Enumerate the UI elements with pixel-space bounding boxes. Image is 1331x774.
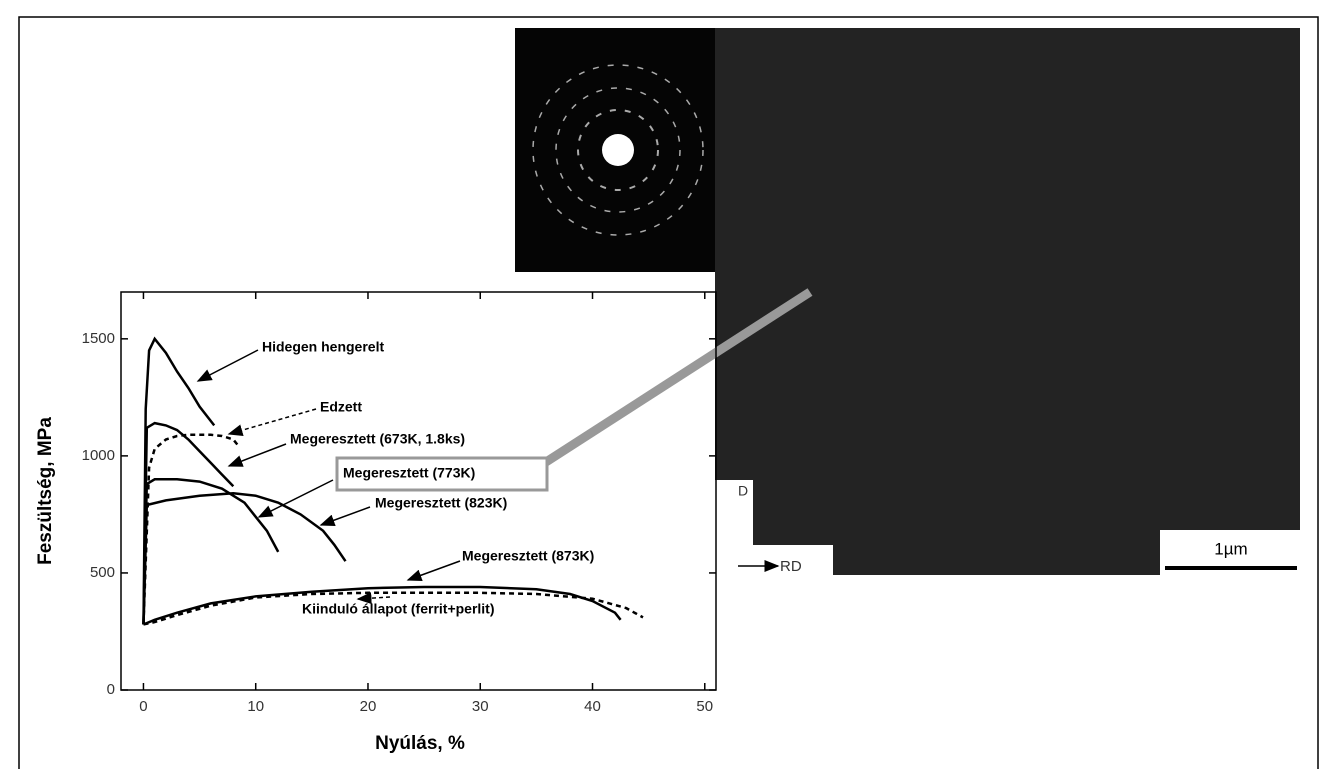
diffraction-spot	[602, 134, 634, 166]
x-axis-label: Nyúlás, %	[375, 733, 465, 754]
marker-label: D	[738, 483, 748, 499]
series-line	[144, 435, 239, 625]
series-label: Megeresztett (773K)	[343, 465, 475, 481]
y-tick-label: 1000	[82, 447, 115, 464]
series-line	[144, 423, 234, 624]
y-tick-label: 0	[107, 681, 115, 698]
y-axis-label: Feszültség, MPa	[35, 417, 56, 565]
series-label: Megeresztett (873K)	[462, 548, 594, 564]
y-tick-label: 500	[90, 564, 115, 581]
x-tick-label: 50	[696, 698, 713, 715]
figure: 1µm RD D Nyúlás, % Feszültség, MPa 0 10 20…	[0, 0, 1331, 769]
series-label: Hidegen hengerelt	[262, 339, 384, 355]
series-label: Kiinduló állapot (ferrit+perlit)	[302, 601, 495, 617]
x-tick-label: 30	[472, 698, 489, 715]
series-label: Edzett	[320, 399, 362, 415]
direction-label: RD	[780, 558, 802, 575]
page: 1µm RD D Nyúlás, % Feszültség, MPa 0 10 20…	[0, 0, 1331, 774]
scale-bar-label: 1µm	[1214, 539, 1247, 558]
x-tick-label: 20	[360, 698, 377, 715]
x-tick-label: 10	[247, 698, 264, 715]
x-tick-label: 0	[139, 698, 147, 715]
series-label: Megeresztett (673K, 1.8ks)	[290, 431, 465, 447]
series-label: Megeresztett (823K)	[375, 495, 507, 511]
y-tick-label: 1500	[82, 330, 115, 347]
x-tick-label: 40	[584, 698, 601, 715]
